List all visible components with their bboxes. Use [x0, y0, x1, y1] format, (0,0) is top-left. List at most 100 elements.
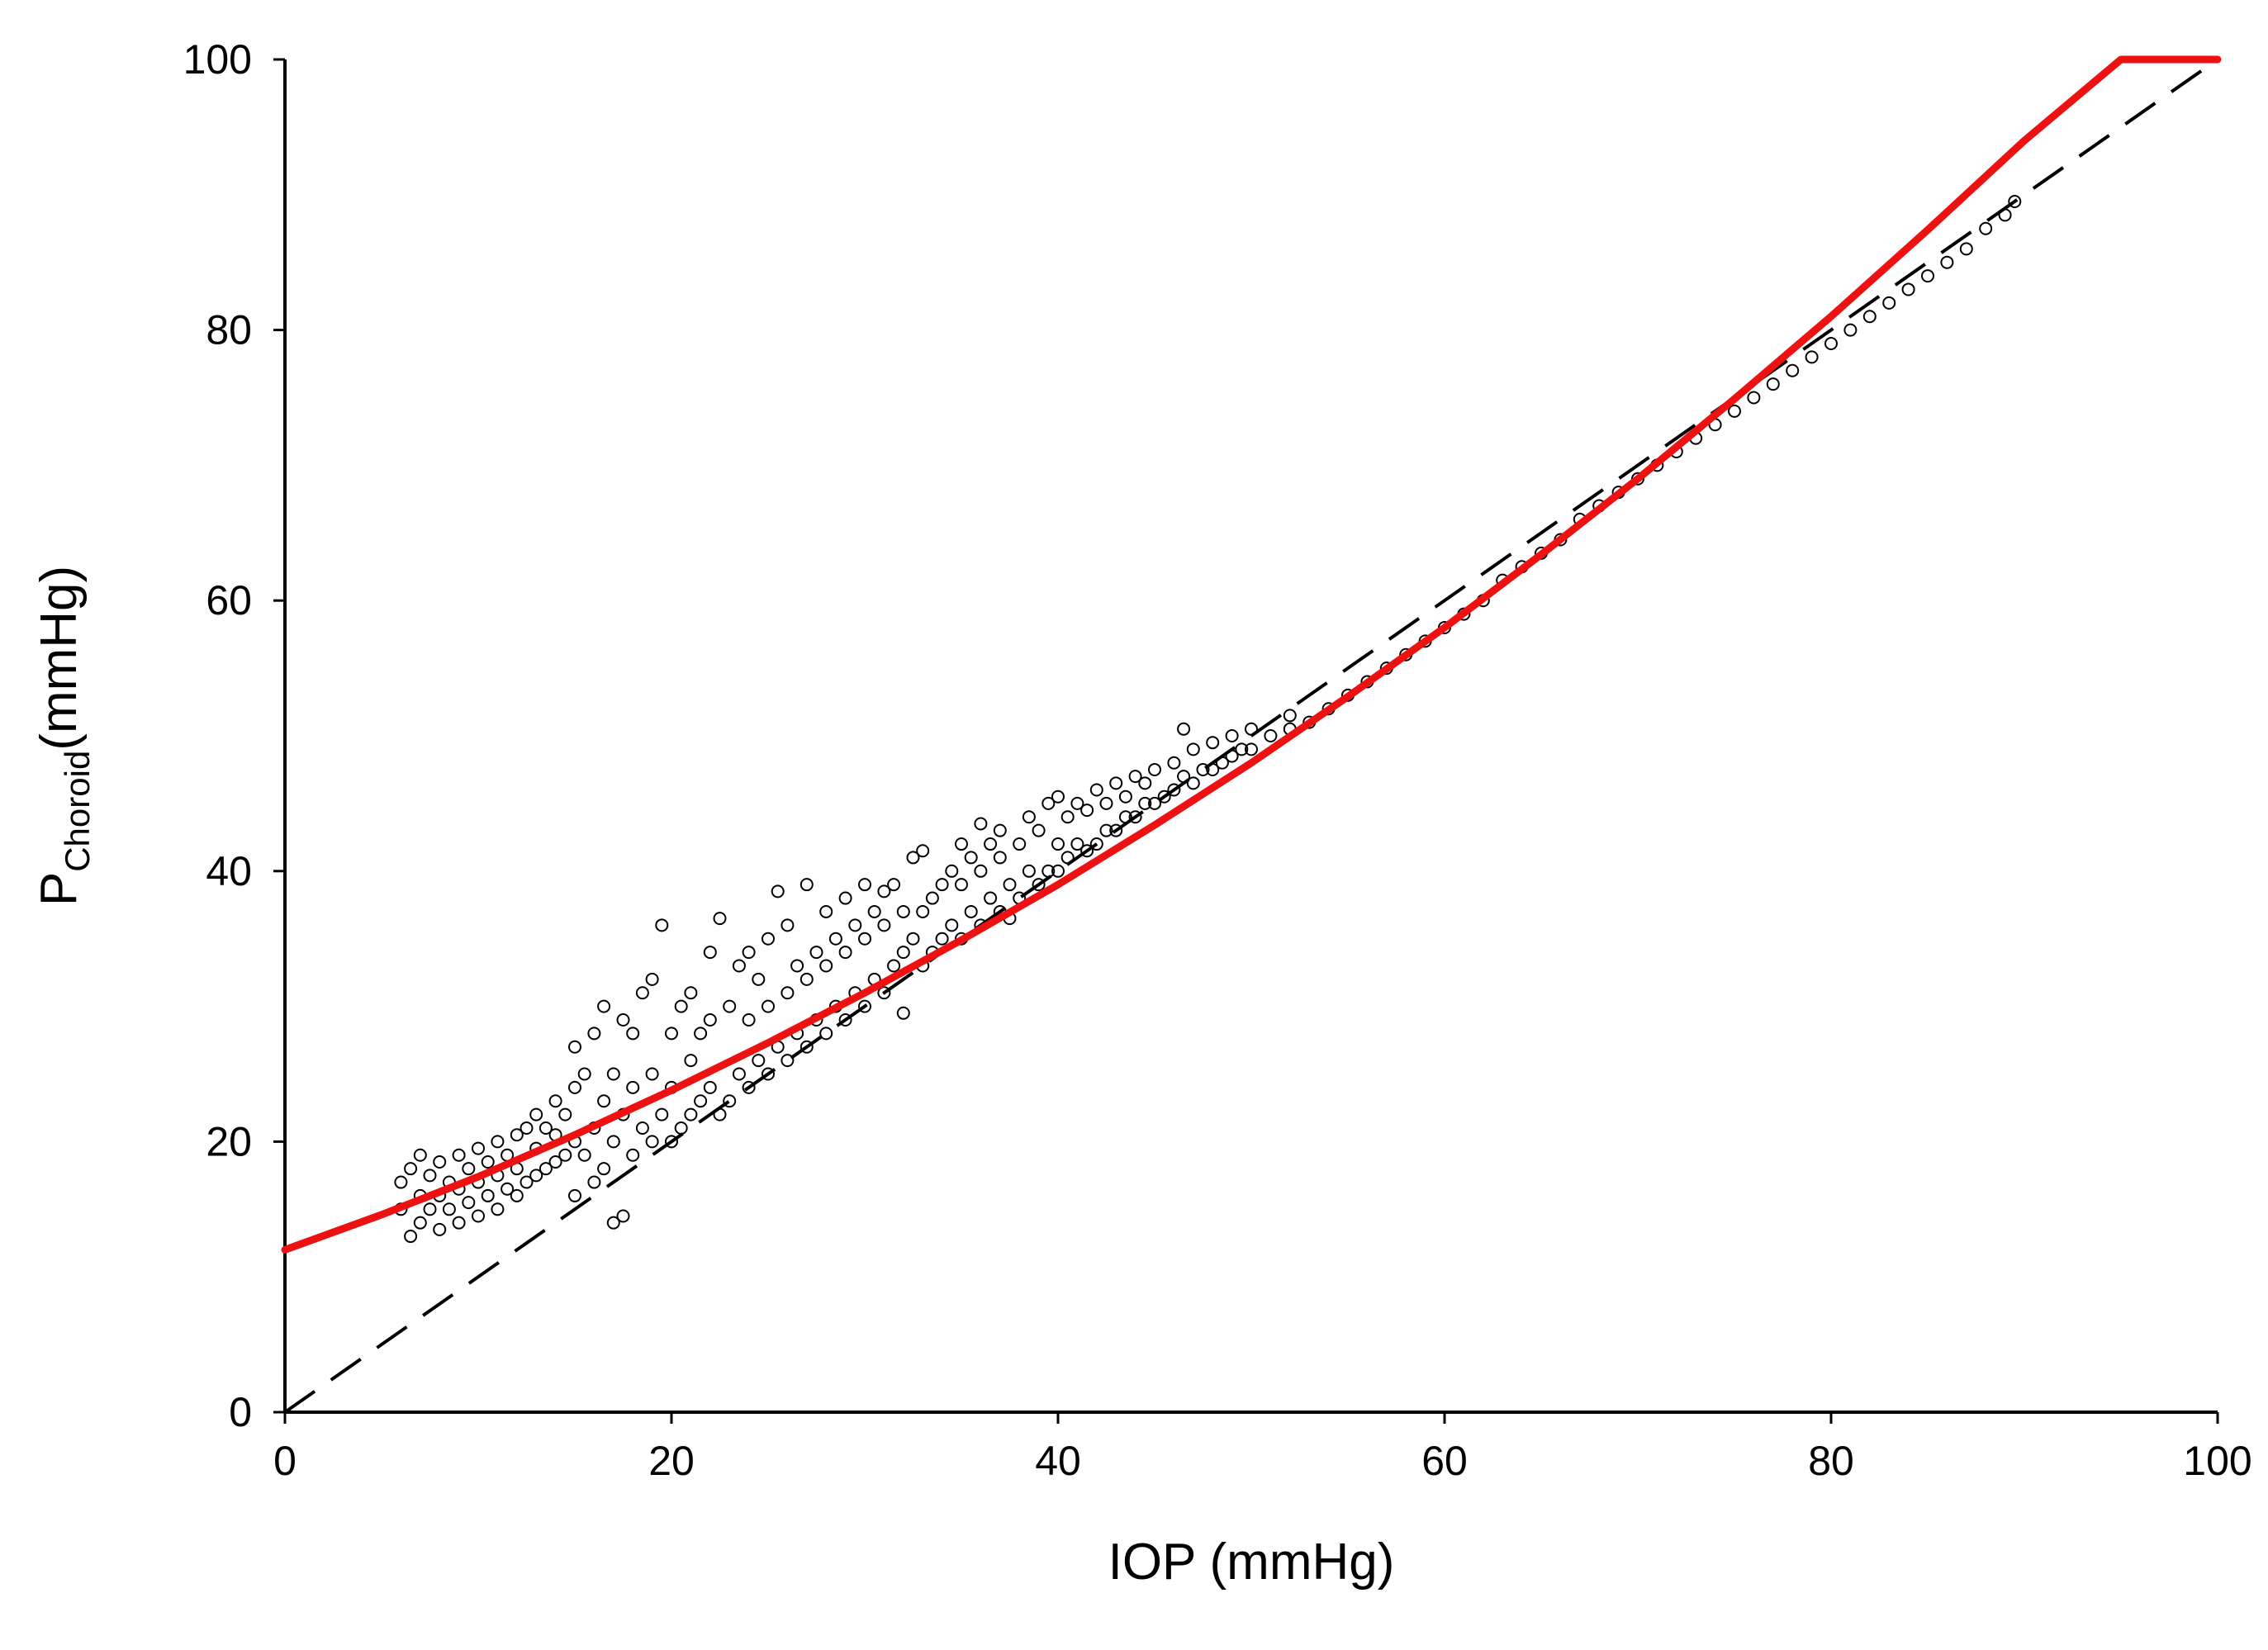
scatter-point [1041, 864, 1056, 878]
x-tick-label: 20 [648, 1438, 695, 1484]
scatter-point [1882, 296, 1896, 310]
scatter-point [423, 1169, 437, 1183]
scatter-point [1786, 363, 1800, 377]
scatter-point [1138, 796, 1152, 810]
scatter-point [945, 864, 959, 878]
scatter-point [501, 1182, 515, 1196]
scatter-point [896, 1006, 910, 1020]
scatter-point [877, 986, 891, 1000]
scatter-point [1003, 878, 1017, 892]
scatter-point [1051, 864, 1065, 878]
scatter-point [1843, 323, 1858, 337]
scatter-point [819, 959, 833, 973]
scatter-point [645, 1067, 659, 1081]
scatter-point [2008, 194, 2022, 208]
scatter-point [723, 1094, 737, 1108]
scatter-point [1032, 823, 1046, 837]
scatter-point [684, 1107, 698, 1121]
scatter-point [935, 878, 949, 892]
scatter-point [645, 1135, 659, 1149]
scatter-point [665, 1027, 678, 1041]
scatter-point [1940, 255, 1954, 269]
scatter-point [732, 1067, 746, 1081]
y-axis-title-main: P [31, 872, 88, 906]
scatter-point [655, 1107, 669, 1121]
scatter-point [1215, 756, 1229, 770]
scatter-point [520, 1175, 534, 1189]
identity-reference-line [283, 58, 2219, 1414]
scatter-point [1089, 837, 1103, 851]
scatter-point [955, 837, 968, 851]
axes [283, 59, 2218, 1414]
scatter-point [723, 999, 737, 1013]
scatter-point [1060, 851, 1075, 865]
scatter-point [481, 1188, 495, 1202]
scatter-point [1167, 783, 1181, 797]
axis-ticks: 0 20 40 60 80 100 0 20 40 60 80 100 [183, 36, 2252, 1484]
scatter-point [694, 1094, 708, 1108]
x-tick-label: 60 [1421, 1438, 1468, 1484]
scatter-point [606, 1135, 620, 1149]
scatter-point [799, 878, 814, 892]
scatter-point [858, 932, 871, 946]
scatter-point [539, 1121, 553, 1136]
scatter-point [626, 1080, 640, 1094]
scatter-point [742, 1080, 756, 1094]
scatter-point [539, 1162, 553, 1176]
scatter-point [645, 972, 659, 986]
scatter-point [1206, 762, 1220, 776]
scatter-point [771, 884, 785, 898]
fit-curve [281, 55, 2222, 1254]
scatter-point [1728, 404, 1741, 418]
scatter-point [491, 1202, 505, 1216]
scatter-point [742, 946, 756, 960]
x-tick-label: 80 [1808, 1438, 1854, 1484]
scatter-point [1051, 837, 1065, 851]
scatter-point [906, 932, 920, 946]
y-tick-label: 20 [206, 1118, 252, 1164]
scatter-point [626, 1027, 640, 1041]
scatter-point [781, 918, 795, 932]
scatter-point [703, 1012, 717, 1027]
scatter-point [838, 1012, 852, 1027]
scatter-point [606, 1216, 620, 1230]
scatter-point [781, 986, 795, 1000]
scatter-point [568, 1188, 581, 1202]
scatter-point [1099, 796, 1113, 810]
scatter-point [568, 1040, 581, 1054]
scatter-point [887, 878, 901, 892]
scatter-point [1138, 776, 1152, 790]
scatter-point [906, 851, 920, 865]
reference-line-layer [283, 58, 2219, 1414]
scatter-point [1824, 336, 1838, 350]
scatter-point [858, 999, 871, 1013]
scatter-point [1148, 796, 1161, 810]
scatter-point [1051, 789, 1065, 804]
scatter-point [472, 1141, 485, 1155]
scatter-point [925, 891, 939, 905]
scatter-point [964, 851, 978, 865]
scatter-point [1225, 749, 1239, 763]
scatter-point [1099, 823, 1113, 837]
scatter-point [762, 932, 775, 946]
scatter-point [694, 1027, 708, 1041]
scatter-point [684, 1054, 698, 1068]
scatter-point [838, 891, 852, 905]
scatter-point [828, 932, 842, 946]
scatter-point [848, 918, 862, 932]
scatter-point [433, 1222, 447, 1236]
scatter-point [1177, 770, 1191, 784]
scatter-point [1186, 776, 1200, 790]
scatter-point [916, 904, 930, 918]
scatter-point [945, 918, 959, 932]
scatter-point [790, 959, 804, 973]
scatter-point [597, 1162, 611, 1176]
scatter-point [819, 1027, 833, 1041]
scatter-point [1041, 796, 1056, 810]
scatter-point [955, 878, 968, 892]
scatter-point [1959, 242, 1973, 256]
scatter-point [703, 1080, 717, 1094]
y-tick-label: 0 [229, 1389, 252, 1435]
scatter-point [1196, 762, 1210, 776]
